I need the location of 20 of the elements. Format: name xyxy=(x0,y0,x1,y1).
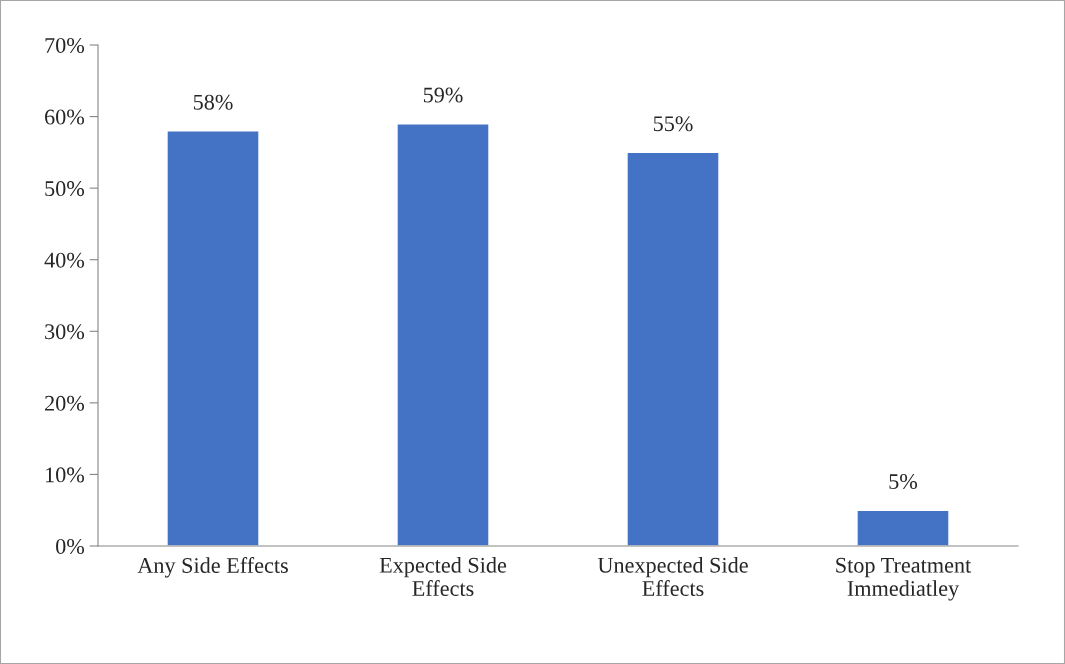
x-tick-label: Unexpected Side Effects xyxy=(597,557,748,596)
data-label: 59% xyxy=(423,87,463,103)
data-label: 55% xyxy=(653,116,693,132)
y-tick-label: 0% xyxy=(56,538,85,554)
y-tick-label: 60% xyxy=(45,109,85,125)
x-tick-label: Expected Side Effects xyxy=(379,557,507,596)
x-tick-label: Stop Treatment Immediatley xyxy=(836,557,972,601)
bar xyxy=(396,123,490,546)
y-tick-label: 20% xyxy=(45,395,85,411)
y-tick-label: 10% xyxy=(46,467,85,483)
bar xyxy=(166,130,260,546)
data-label: 5% xyxy=(889,474,918,490)
y-tick-label: 50% xyxy=(45,181,85,197)
x-tick-label: Any Side Effects xyxy=(137,557,288,578)
bar xyxy=(626,151,720,546)
y-tick-label: 30% xyxy=(45,324,85,340)
data-label: 58% xyxy=(193,94,233,110)
y-tick-label: 70% xyxy=(45,37,85,53)
y-tick-label: 40% xyxy=(44,252,85,268)
bar xyxy=(856,509,950,546)
